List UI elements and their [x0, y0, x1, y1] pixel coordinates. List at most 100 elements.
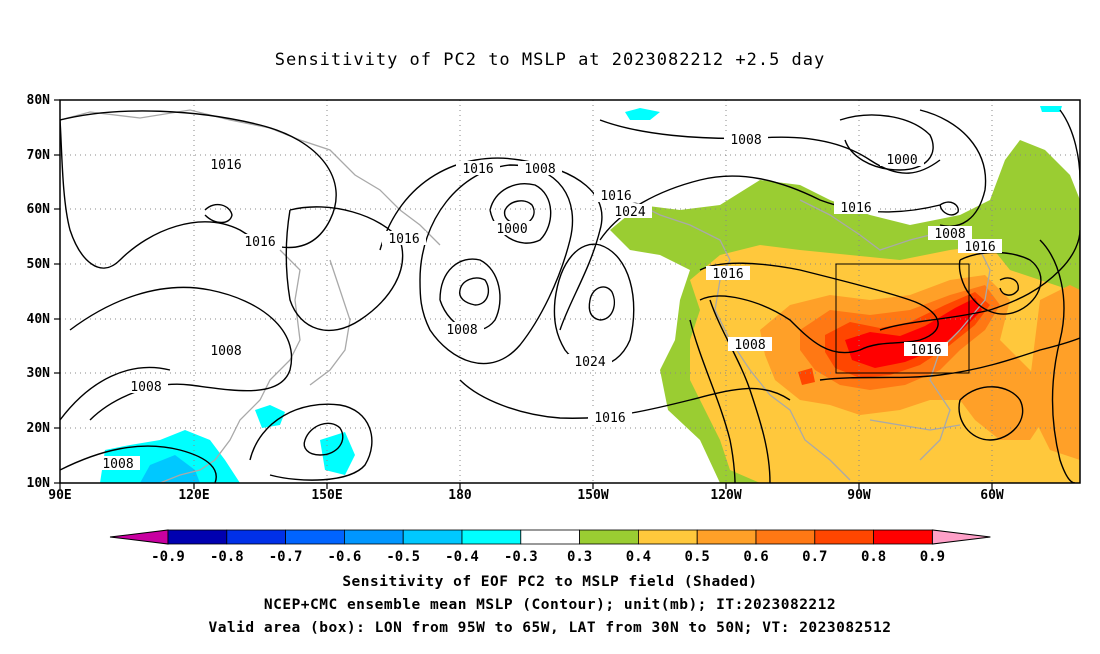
colorbar-label: -0.6 [328, 549, 362, 565]
contour-label: 1008 [446, 323, 477, 338]
contour-label: 1008 [210, 344, 241, 359]
shade-negative-blue [140, 455, 200, 483]
shade-negative-cyan3 [320, 432, 355, 475]
lat-label: 20N [27, 421, 51, 436]
lon-label: 150E [311, 488, 342, 503]
lon-label: 180 [448, 488, 472, 503]
colorbar-label: -0.7 [269, 549, 303, 565]
contour-path [553, 243, 635, 367]
contour-path [303, 422, 344, 456]
contour-path [879, 229, 1080, 331]
coast-east-asia [159, 249, 301, 483]
valid-area-box [835, 263, 970, 374]
coast-japan [309, 259, 351, 386]
contour-label: 1016 [840, 201, 871, 216]
contour-label: 1016 [910, 343, 941, 358]
colorbar-swatch [638, 529, 698, 545]
colorbar-label: -0.8 [210, 549, 244, 565]
colorbar-swatch [461, 529, 522, 545]
lon-label: 150W [577, 488, 608, 503]
caption-line-1: Sensitivity of EOF PC2 to MSLP field (Sh… [342, 574, 758, 590]
contour-path [489, 183, 552, 244]
caption-line-2: NCEP+CMC ensemble mean MSLP (Contour); u… [263, 597, 837, 613]
lat-labels: 80N 70N 60N 50N 40N 30N 20N 10N [27, 93, 51, 491]
contour-path [204, 203, 233, 224]
colorbar-label: 0.4 [626, 549, 651, 565]
shade-negative-cyan4 [625, 108, 660, 120]
contour-label: 1000 [496, 222, 527, 237]
map-frame [59, 99, 1081, 484]
contour-path [999, 277, 1019, 296]
colorbar-label: -0.4 [445, 549, 479, 565]
lat-label: 60N [27, 202, 51, 217]
caption-line-3: Valid area (box): LON from 95W to 65W, L… [208, 620, 892, 636]
contour-label: 1008 [934, 227, 965, 242]
lon-label: 90W [847, 488, 871, 503]
contour-label: 1008 [730, 133, 761, 148]
colorbar-swatch [814, 529, 874, 545]
contour-path [285, 206, 404, 331]
mslp-contours [60, 109, 1080, 483]
colorbar-swatch [755, 529, 816, 545]
colorbar: -0.9 -0.8 -0.7 -0.6 -0.5 -0.4 -0.3 0.3 0.4 0.5 0.6… [109, 529, 991, 565]
contour-label: 1024 [574, 355, 605, 370]
colorbar-label: -0.9 [151, 549, 185, 565]
colorbar-swatch [873, 529, 933, 545]
contour-path [919, 109, 987, 227]
colorbar-right-arrow [931, 529, 991, 545]
contour-label: 1008 [734, 338, 765, 353]
contour-path [419, 164, 574, 365]
colorbar-label: 0.7 [802, 549, 827, 565]
colorbar-swatch [285, 529, 345, 545]
colorbar-swatch [696, 529, 757, 545]
contour-label: 1016 [462, 162, 493, 177]
contour-path [699, 262, 939, 354]
contour-path [60, 110, 337, 269]
chart-title: Sensitivity of PC2 to MSLP at 2023082212… [274, 50, 826, 70]
shade-red-spot [798, 368, 815, 385]
contour-label: 1008 [130, 380, 161, 395]
colorbar-label: 0.5 [685, 549, 710, 565]
coast-east-na [799, 199, 991, 461]
contour-path [249, 403, 373, 481]
colorbar-label: 0.9 [920, 549, 945, 565]
axis-ticks [54, 99, 993, 489]
lat-label: 10N [27, 476, 51, 491]
coast-siberia [60, 109, 441, 246]
contour-path [958, 386, 1024, 441]
contour-path [599, 175, 941, 241]
contour-path [379, 157, 603, 331]
colorbar-left-arrow [109, 529, 169, 545]
contour-label: 1016 [712, 267, 743, 282]
contour-path [939, 201, 959, 216]
colorbar-swatch [402, 529, 463, 545]
shade-negative-cyan5 [1040, 106, 1062, 112]
contour-label: 1016 [244, 235, 275, 250]
lat-label: 50N [27, 257, 51, 272]
lon-label: 60W [980, 488, 1004, 503]
contour-label: 1016 [388, 232, 419, 247]
contour-path [599, 119, 941, 174]
contour-path [503, 200, 535, 226]
colorbar-label: 0.3 [567, 549, 592, 565]
contour-path [588, 286, 616, 321]
colorbar-label: -0.5 [386, 549, 420, 565]
contour-label: 1016 [964, 240, 995, 255]
contour-label: 1016 [600, 189, 631, 204]
contour-path [60, 366, 171, 421]
colorbar-swatch [343, 529, 404, 545]
colorbar-label: 0.6 [743, 549, 768, 565]
contour-path [819, 337, 1080, 381]
contour-path [709, 299, 771, 483]
contour-labels: 1016 1016 1008 1008 1008 1016 1016 1008 … [96, 132, 1002, 472]
contour-label: 1016 [210, 158, 241, 173]
colorbar-label: 0.8 [861, 549, 886, 565]
contour-path [439, 258, 501, 331]
contour-path [458, 277, 490, 306]
lon-label: 90E [48, 488, 71, 503]
contour-path [1039, 239, 1076, 483]
colorbar-swatch [226, 529, 287, 545]
lat-label: 40N [27, 312, 51, 327]
